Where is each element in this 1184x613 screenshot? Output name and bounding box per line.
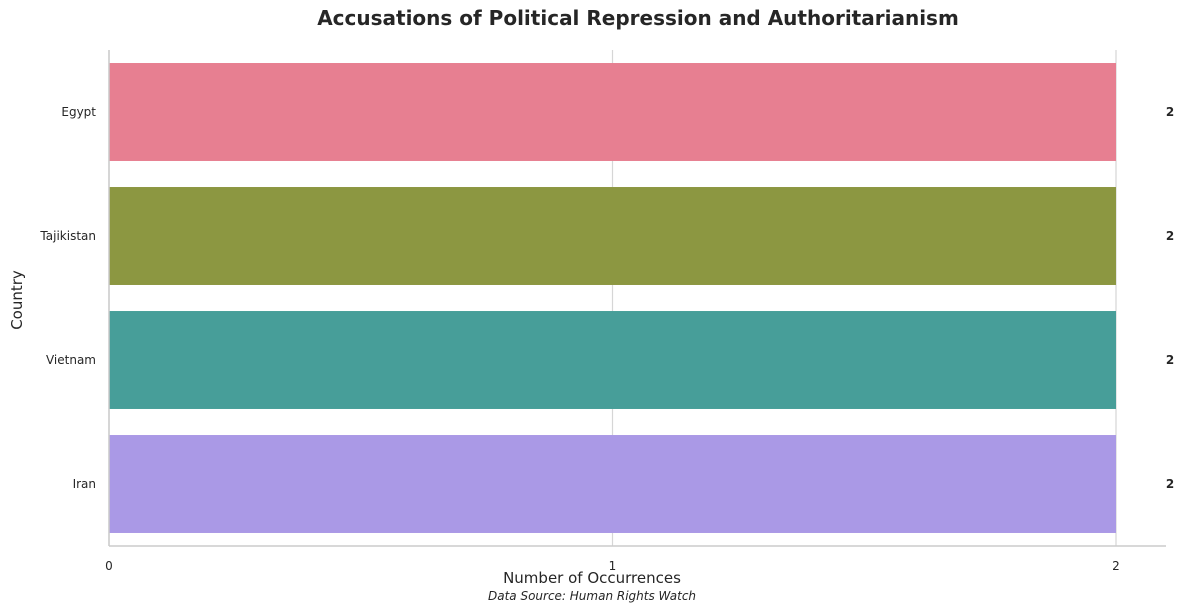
axes [108, 50, 1166, 547]
bars [109, 63, 1116, 533]
y-tick-label-vietnam: Vietnam [46, 353, 96, 367]
data-source-note: Data Source: Human Rights Watch [488, 589, 696, 603]
x-tick-label-1: 1 [609, 559, 617, 573]
x-tick-labels: 0 1 2 [105, 559, 1120, 573]
y-tick-label-tajikistan: Tajikistan [39, 229, 96, 243]
value-label-egypt: 2 [1166, 105, 1174, 119]
value-label-vietnam: 2 [1166, 353, 1174, 367]
y-axis-label: Country [8, 270, 26, 330]
bar-tajikistan [109, 187, 1116, 285]
bar-vietnam [109, 311, 1116, 409]
x-axis-label: Number of Occurrences [503, 569, 681, 587]
value-label-iran: 2 [1166, 477, 1174, 491]
y-tick-label-iran: Iran [73, 477, 96, 491]
chart-title: Accusations of Political Repression and … [317, 6, 959, 30]
x-tick-label-0: 0 [105, 559, 113, 573]
y-tick-label-egypt: Egypt [61, 105, 96, 119]
value-label-tajikistan: 2 [1166, 229, 1174, 243]
x-tick-label-2: 2 [1112, 559, 1120, 573]
bar-egypt [109, 63, 1116, 161]
value-labels: 2 2 2 2 [1166, 105, 1174, 491]
bar-iran [109, 435, 1116, 533]
y-tick-labels: Egypt Tajikistan Vietnam Iran [39, 105, 96, 491]
